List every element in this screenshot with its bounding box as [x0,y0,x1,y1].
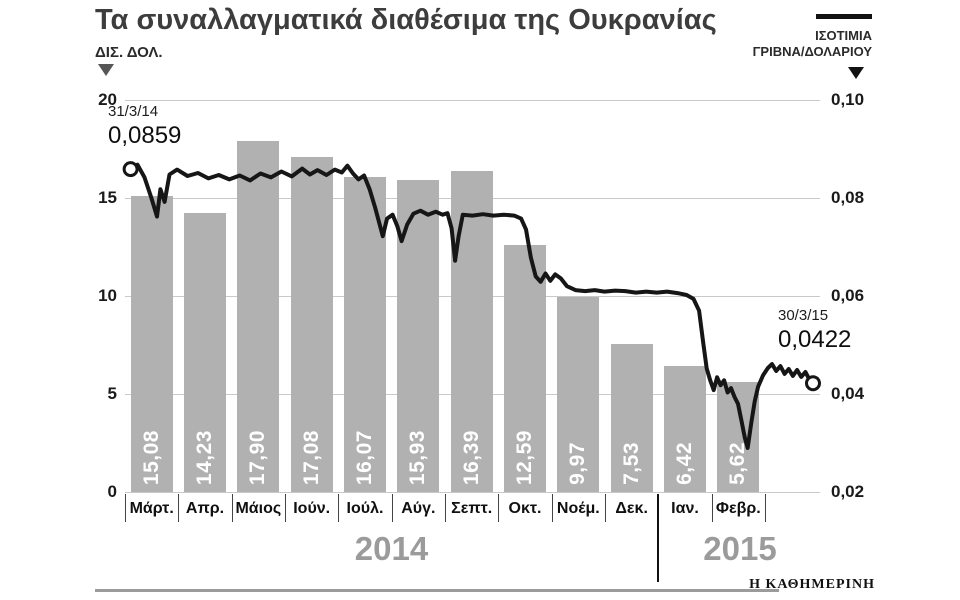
left-axis-tick: 5 [107,384,117,403]
month-label-Μάιος: Μάιος [235,500,282,517]
bars-layer: 15,08 14,23 17,90 17,08 16,07 15,93 16,39 12,59… [125,100,765,492]
month-label-Μάρτ.: Μάρτ. [129,500,174,517]
month-label-Αύγ.: Αύγ. [401,500,436,517]
gridline [125,100,820,101]
bar-Δεκ.: 7,53 [610,344,653,492]
right-axis-tick: 0,06 [831,286,865,305]
month-label-Νοέμ.: Νοέμ. [556,500,600,517]
right-axis-tick: 0,02 [831,482,865,501]
month-tick [231,494,233,522]
month-label-Δεκ.: Δεκ. [615,500,648,517]
footer-rule [95,589,779,592]
right-axis-tick: 0,04 [831,384,865,403]
bar-Ιούν.: 17,08 [290,157,333,492]
bar-Οκτ.: 12,59 [504,245,546,492]
month-tick [711,494,713,522]
line-legend: ΙΣΟΤΙΜΙΑ ΓΡΙΒΝΑ/ΔΟΛΑΡΙΟΥ [753,14,872,79]
start-annotation-date: 31/3/14 [108,103,159,120]
left-axis-tick: 15 [98,188,117,207]
end-annotation-value: 0,0422 [778,326,852,353]
bars-axis-marker-triangle-icon [98,64,114,76]
month-axis: Μάρτ. Απρ. Μάιος Ιούν. Ιούλ. Αύγ. Σεπτ. Οκτ. Νοέ… [125,494,766,524]
month-label-Οκτ.: Οκτ. [508,500,542,517]
month-tick [445,494,446,522]
year-divider-line [657,494,659,582]
month-label-Ιαν.: Ιαν. [671,500,699,517]
bar-Νοέμ.: 9,97 [557,296,600,492]
gridline [125,492,820,493]
month-label-Ιούλ.: Ιούλ. [346,500,384,517]
bar-Μάιος: 17,90 [237,141,280,492]
left-axis-tick: 20 [98,90,117,109]
bar-Σεπτ.: 16,39 [450,170,493,492]
month-label-Απρ.: Απρ. [185,500,225,517]
month-label-Φεβρ.: Φεβρ. [715,500,761,517]
legend-label-line2: ΓΡΙΒΝΑ/ΔΟΛΑΡΙΟΥ [752,44,872,59]
left-axis-tick: 10 [98,286,117,305]
plot-area: 15,08 14,23 17,90 17,08 16,07 15,93 16,39 12,59… [122,100,821,493]
month-tick [178,494,180,522]
month-tick [605,494,606,522]
start-annotation: 31/3/14 0,0859 [108,103,181,150]
end-annotation: 30/3/15 0,0422 [778,307,851,354]
left-axis-unit-label: ΔΙΣ. ΔΟΛ. [95,44,163,61]
month-label-Ιούν.: Ιούν. [293,500,331,517]
line-series-swatch [816,14,872,19]
month-tick [551,494,553,522]
month-tick [338,494,340,522]
month-tick [498,494,500,522]
month-tick [285,494,286,522]
month-tick [125,494,126,522]
exchange-rate-line [128,162,815,450]
right-axis-tick: 0,08 [831,188,865,207]
month-tick [765,494,766,522]
month-tick [391,494,393,522]
line-axis-marker-triangle-icon [848,67,864,79]
bar-Απρ.: 14,23 [184,213,226,492]
chart-title: Τα συναλλαγματικά διαθέσιμα της Ουκρανία… [95,4,717,36]
legend-label-line1: ΙΣΟΤΙΜΙΑ [815,28,872,43]
exchange-rate-line-layer [122,161,821,450]
right-axis-tick: 0,10 [831,90,865,109]
line-start-marker [122,161,139,178]
start-annotation-value: 0,0859 [108,122,182,149]
year-label-2015: 2015 [703,530,777,567]
bar-Ιαν.: 6,42 [664,366,706,492]
bar-Μάρτ.: 15,08 [130,196,173,492]
end-annotation-date: 30/3/15 [778,307,829,324]
left-axis-tick: 0 [107,482,117,501]
month-label-Σεπτ.: Σεπτ. [451,500,493,517]
line-end-marker [805,375,821,392]
newspaper-brand: Η ΚΑΘΗΜΕΡΙΝΗ [749,577,875,592]
year-label-2014: 2014 [354,530,429,567]
